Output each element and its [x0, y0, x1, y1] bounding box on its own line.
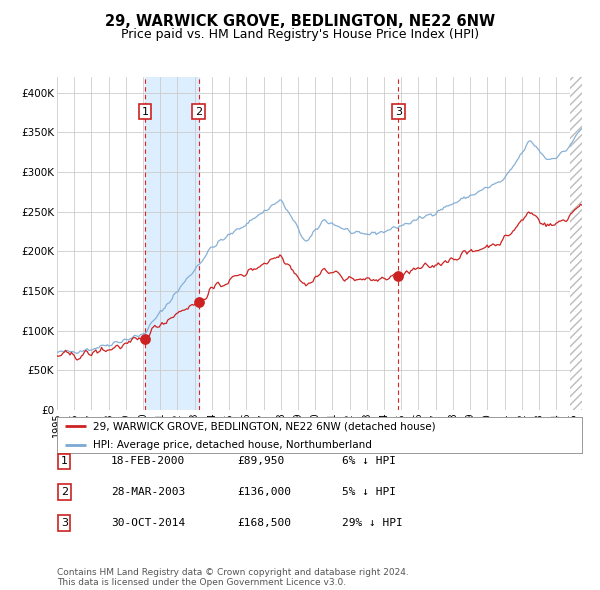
- Text: 28-MAR-2003: 28-MAR-2003: [111, 487, 185, 497]
- Point: [394, 271, 403, 281]
- Point: [140, 334, 150, 343]
- Text: 2: 2: [195, 107, 202, 117]
- Text: 29, WARWICK GROVE, BEDLINGTON, NE22 6NW (detached house): 29, WARWICK GROVE, BEDLINGTON, NE22 6NW …: [93, 421, 436, 431]
- Text: 18-FEB-2000: 18-FEB-2000: [111, 457, 185, 466]
- Text: 3: 3: [61, 518, 68, 527]
- Text: 2: 2: [61, 487, 68, 497]
- Text: £89,950: £89,950: [237, 457, 284, 466]
- Text: £168,500: £168,500: [237, 518, 291, 527]
- Text: Price paid vs. HM Land Registry's House Price Index (HPI): Price paid vs. HM Land Registry's House …: [121, 28, 479, 41]
- Point: [194, 297, 203, 307]
- Bar: [571, 77, 587, 410]
- Text: 1: 1: [142, 107, 149, 117]
- Text: 29, WARWICK GROVE, BEDLINGTON, NE22 6NW: 29, WARWICK GROVE, BEDLINGTON, NE22 6NW: [105, 14, 495, 29]
- Text: £136,000: £136,000: [237, 487, 291, 497]
- Text: 6% ↓ HPI: 6% ↓ HPI: [342, 457, 396, 466]
- Text: 3: 3: [395, 107, 402, 117]
- Text: 29% ↓ HPI: 29% ↓ HPI: [342, 518, 403, 527]
- Text: 5% ↓ HPI: 5% ↓ HPI: [342, 487, 396, 497]
- Bar: [145, 77, 199, 410]
- Text: HPI: Average price, detached house, Northumberland: HPI: Average price, detached house, Nort…: [93, 440, 371, 450]
- Text: 30-OCT-2014: 30-OCT-2014: [111, 518, 185, 527]
- Text: 1: 1: [61, 457, 68, 466]
- Text: Contains HM Land Registry data © Crown copyright and database right 2024.
This d: Contains HM Land Registry data © Crown c…: [57, 568, 409, 587]
